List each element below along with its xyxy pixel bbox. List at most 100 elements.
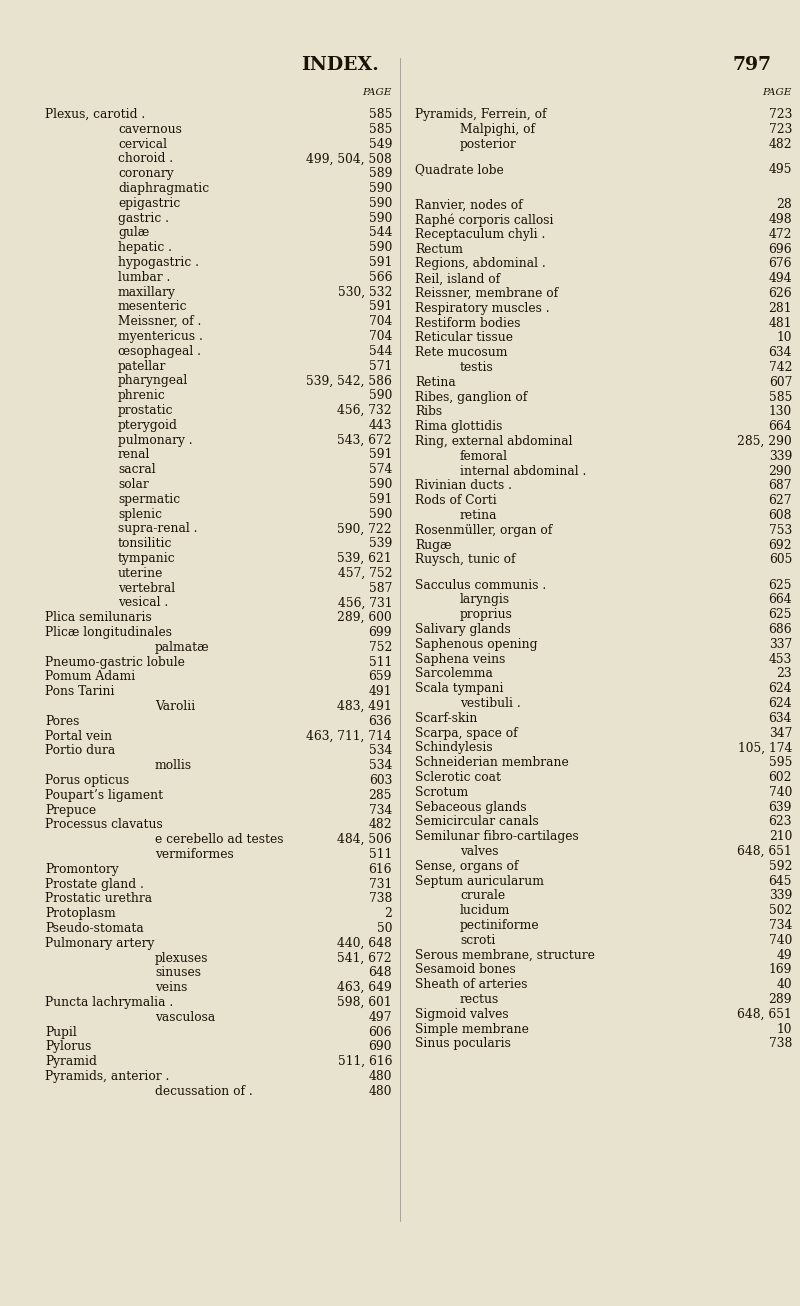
Text: Scala tympani: Scala tympani xyxy=(415,682,503,695)
Text: 625: 625 xyxy=(769,609,792,622)
Text: Sinus pocularis: Sinus pocularis xyxy=(415,1037,511,1050)
Text: 285, 290: 285, 290 xyxy=(738,435,792,448)
Text: 511: 511 xyxy=(369,656,392,669)
Text: 453: 453 xyxy=(769,653,792,666)
Text: 456, 731: 456, 731 xyxy=(338,597,392,610)
Text: 587: 587 xyxy=(369,581,392,594)
Text: laryngis: laryngis xyxy=(460,593,510,606)
Text: Rivinian ducts .: Rivinian ducts . xyxy=(415,479,512,492)
Text: 347: 347 xyxy=(769,726,792,739)
Text: Sclerotic coat: Sclerotic coat xyxy=(415,771,501,784)
Text: 530, 532: 530, 532 xyxy=(338,286,392,299)
Text: Pulmonary artery: Pulmonary artery xyxy=(45,936,154,949)
Text: mollis: mollis xyxy=(155,759,192,772)
Text: 585: 585 xyxy=(369,123,392,136)
Text: 566: 566 xyxy=(369,270,392,283)
Text: vestibuli .: vestibuli . xyxy=(460,697,521,710)
Text: Schneiderian membrane: Schneiderian membrane xyxy=(415,756,569,769)
Text: 28: 28 xyxy=(776,199,792,212)
Text: 499, 504, 508: 499, 504, 508 xyxy=(306,153,392,166)
Text: 590: 590 xyxy=(369,182,392,195)
Text: Prepuce: Prepuce xyxy=(45,803,96,816)
Text: lucidum: lucidum xyxy=(460,904,510,917)
Text: spermatic: spermatic xyxy=(118,492,180,505)
Text: Plexus, carotid .: Plexus, carotid . xyxy=(45,108,146,121)
Text: 608: 608 xyxy=(769,509,792,522)
Text: sinuses: sinuses xyxy=(155,966,201,980)
Text: 494: 494 xyxy=(768,272,792,285)
Text: Malpighi, of: Malpighi, of xyxy=(460,123,535,136)
Text: 210: 210 xyxy=(769,831,792,844)
Text: 704: 704 xyxy=(369,330,392,343)
Text: 484, 506: 484, 506 xyxy=(338,833,392,846)
Text: Raphé corporis callosi: Raphé corporis callosi xyxy=(415,213,554,226)
Text: Varolii: Varolii xyxy=(155,700,195,713)
Text: 285: 285 xyxy=(369,789,392,802)
Text: Retina: Retina xyxy=(415,376,456,389)
Text: Rete mucosum: Rete mucosum xyxy=(415,346,507,359)
Text: 482: 482 xyxy=(368,819,392,832)
Text: Saphena veins: Saphena veins xyxy=(415,653,506,666)
Text: Reticular tissue: Reticular tissue xyxy=(415,332,513,345)
Text: pterygoid: pterygoid xyxy=(118,419,178,432)
Text: choroid .: choroid . xyxy=(118,153,173,166)
Text: 105, 174: 105, 174 xyxy=(738,742,792,755)
Text: 639: 639 xyxy=(769,801,792,814)
Text: Reissner, membrane of: Reissner, membrane of xyxy=(415,287,558,300)
Text: Plicæ longitudinales: Plicæ longitudinales xyxy=(45,626,172,639)
Text: myentericus .: myentericus . xyxy=(118,330,203,343)
Text: Ribs: Ribs xyxy=(415,405,442,418)
Text: 482: 482 xyxy=(768,137,792,150)
Text: 539: 539 xyxy=(369,537,392,550)
Text: 483, 491: 483, 491 xyxy=(338,700,392,713)
Text: 281: 281 xyxy=(769,302,792,315)
Text: Pupil: Pupil xyxy=(45,1025,77,1038)
Text: Restiform bodies: Restiform bodies xyxy=(415,316,521,329)
Text: posterior: posterior xyxy=(460,137,517,150)
Text: Promontory: Promontory xyxy=(45,863,118,876)
Text: Semicircular canals: Semicircular canals xyxy=(415,815,538,828)
Text: decussation of .: decussation of . xyxy=(155,1085,253,1098)
Text: Scarf-skin: Scarf-skin xyxy=(415,712,478,725)
Text: Scarpa, space of: Scarpa, space of xyxy=(415,726,518,739)
Text: 339: 339 xyxy=(769,449,792,462)
Text: PAGE: PAGE xyxy=(362,88,392,97)
Text: maxillary: maxillary xyxy=(118,286,176,299)
Text: 742: 742 xyxy=(769,360,792,374)
Text: 443: 443 xyxy=(369,419,392,432)
Text: splenic: splenic xyxy=(118,508,162,521)
Text: 797: 797 xyxy=(733,56,772,74)
Text: 491: 491 xyxy=(369,686,392,699)
Text: 544: 544 xyxy=(369,226,392,239)
Text: 740: 740 xyxy=(769,786,792,799)
Text: gulæ: gulæ xyxy=(118,226,150,239)
Text: 585: 585 xyxy=(369,108,392,121)
Text: Plica semilunaris: Plica semilunaris xyxy=(45,611,152,624)
Text: Ruysch, tunic of: Ruysch, tunic of xyxy=(415,554,515,567)
Text: Rima glottidis: Rima glottidis xyxy=(415,421,502,434)
Text: veins: veins xyxy=(155,981,187,994)
Text: Regions, abdominal .: Regions, abdominal . xyxy=(415,257,546,270)
Text: Rosenmüller, organ of: Rosenmüller, organ of xyxy=(415,524,552,537)
Text: Salivary glands: Salivary glands xyxy=(415,623,510,636)
Text: 603: 603 xyxy=(369,774,392,788)
Text: Sarcolemma: Sarcolemma xyxy=(415,667,493,680)
Text: 723: 723 xyxy=(769,123,792,136)
Text: 659: 659 xyxy=(369,670,392,683)
Text: Rods of Corti: Rods of Corti xyxy=(415,494,497,507)
Text: 290: 290 xyxy=(769,465,792,478)
Text: Sheath of arteries: Sheath of arteries xyxy=(415,978,527,991)
Text: mesenteric: mesenteric xyxy=(118,300,187,313)
Text: Ranvier, nodes of: Ranvier, nodes of xyxy=(415,199,522,212)
Text: 738: 738 xyxy=(369,892,392,905)
Text: Portio dura: Portio dura xyxy=(45,744,115,757)
Text: 634: 634 xyxy=(769,346,792,359)
Text: retina: retina xyxy=(460,509,498,522)
Text: 480: 480 xyxy=(369,1070,392,1083)
Text: Pyramid: Pyramid xyxy=(45,1055,97,1068)
Text: 723: 723 xyxy=(769,108,792,121)
Text: 752: 752 xyxy=(369,641,392,654)
Text: œsophageal .: œsophageal . xyxy=(118,345,201,358)
Text: 590: 590 xyxy=(369,212,392,225)
Text: 734: 734 xyxy=(369,803,392,816)
